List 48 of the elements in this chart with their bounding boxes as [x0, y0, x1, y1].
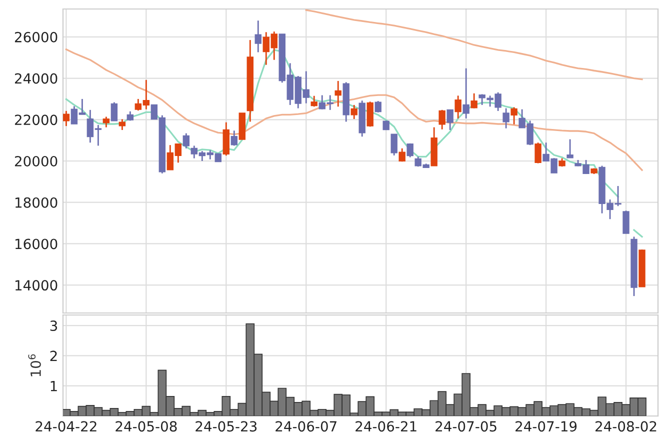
- y-tick-label: 14000: [15, 280, 58, 291]
- line-series: [65, 48, 643, 171]
- candlestick: [110, 102, 118, 122]
- candlestick: [534, 142, 542, 164]
- candlestick: [102, 116, 110, 128]
- candlestick: [382, 120, 390, 131]
- candlestick: [438, 109, 446, 130]
- y-tick-label: 3: [50, 320, 58, 332]
- candlestick: [222, 122, 230, 156]
- y-tick-label: 26000: [14, 32, 58, 42]
- y-tick-label: 16000: [15, 238, 58, 250]
- candlestick: [366, 100, 374, 128]
- x-tick-label: 24-05-23: [196, 421, 257, 432]
- candlestick: [566, 138, 574, 158]
- candlestick: [374, 100, 382, 114]
- x-tick-label: 24-08-02: [596, 421, 656, 432]
- y-tick-label: 22000: [14, 114, 58, 126]
- candlestick: [390, 134, 398, 156]
- candlestick: [622, 210, 630, 234]
- y-tick-label: 1: [50, 381, 57, 392]
- candlestick: [118, 118, 126, 131]
- candlestick: [182, 132, 190, 150]
- y-tick-label: 18000: [15, 197, 58, 208]
- candlestick: [502, 108, 510, 130]
- candlestick: [334, 80, 342, 108]
- candlestick: [462, 68, 470, 120]
- x-tick-label: 24-06-21: [356, 421, 416, 432]
- candlestick: [454, 94, 462, 120]
- candlestick: [398, 148, 406, 162]
- candlestick: [470, 92, 478, 109]
- x-tick-label: 24-05-08: [116, 421, 177, 432]
- x-tick-label: 24-07-05: [436, 421, 496, 432]
- candlestick: [406, 142, 414, 158]
- candlestick: [63, 110, 70, 127]
- line-series: [305, 9, 643, 80]
- candlestick: [350, 104, 358, 120]
- candlestick: [510, 106, 518, 126]
- y-tick-label: 24000: [14, 73, 58, 84]
- y-axis-title: 10$^{6}$: [28, 354, 41, 376]
- y-tick-label: 20000: [14, 156, 58, 166]
- candlestick: [254, 20, 262, 53]
- x-tick-label: 24-06-07: [276, 421, 336, 432]
- candlestick: [230, 130, 238, 146]
- y-tick-label: 2: [50, 350, 57, 361]
- x-tick-label: 24-04-22: [36, 421, 96, 432]
- x-tick-label: 24-07-19: [516, 421, 577, 432]
- candlestick: [446, 109, 454, 131]
- candlestick: [310, 95, 318, 108]
